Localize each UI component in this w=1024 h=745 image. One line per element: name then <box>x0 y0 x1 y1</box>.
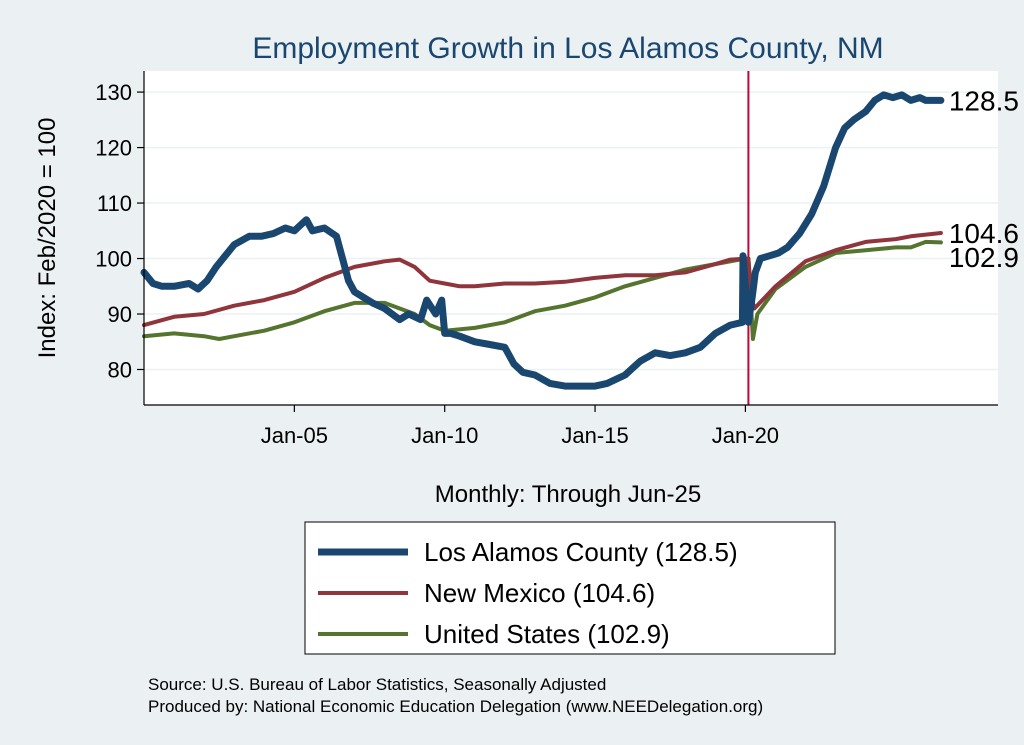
source-note: Source: U.S. Bureau of Labor Statistics,… <box>148 675 606 694</box>
series-lines <box>140 91 945 390</box>
legend-label: Los Alamos County (128.5) <box>424 537 738 567</box>
y-tick-label: 100 <box>95 247 132 272</box>
x-axis-ticks: Jan-05 Jan-10 Jan-15 Jan-20 <box>261 405 779 448</box>
series-line-los-alamos-county <box>140 91 945 390</box>
legend-label: United States (102.9) <box>424 619 670 649</box>
end-label-new-mexico: 104.6 <box>949 218 1019 249</box>
x-axis-title: Monthly: Through Jun-25 <box>435 481 701 508</box>
legend-label: New Mexico (104.6) <box>424 578 655 608</box>
plot-area <box>144 71 998 405</box>
y-axis-title: Index: Feb/2020 = 100 <box>34 118 61 359</box>
y-tick-label: 90 <box>108 302 132 327</box>
y-tick-label: 80 <box>108 357 132 382</box>
x-tick-label: Jan-10 <box>411 423 478 448</box>
x-tick-label: Jan-20 <box>712 423 779 448</box>
y-tick-label: 130 <box>95 80 132 105</box>
y-axis-ticks: 80 90 100 110 120 130 <box>95 80 144 382</box>
x-tick-label: Jan-15 <box>561 423 628 448</box>
produced-note: Produced by: National Economic Education… <box>148 697 763 716</box>
series-line-new-mexico <box>142 231 943 328</box>
series-line-united-states <box>142 239 943 341</box>
y-tick-label: 120 <box>95 136 132 161</box>
chart-title: Employment Growth in Los Alamos County, … <box>252 32 883 65</box>
end-label-united-states: 102.9 <box>949 242 1019 273</box>
x-tick-label: Jan-05 <box>261 423 328 448</box>
grid-lines <box>144 91 998 371</box>
end-label-los-alamos-county: 128.5 <box>949 85 1019 116</box>
y-tick-label: 110 <box>97 191 132 216</box>
legend: Los Alamos County (128.5) New Mexico (104… <box>318 537 738 649</box>
